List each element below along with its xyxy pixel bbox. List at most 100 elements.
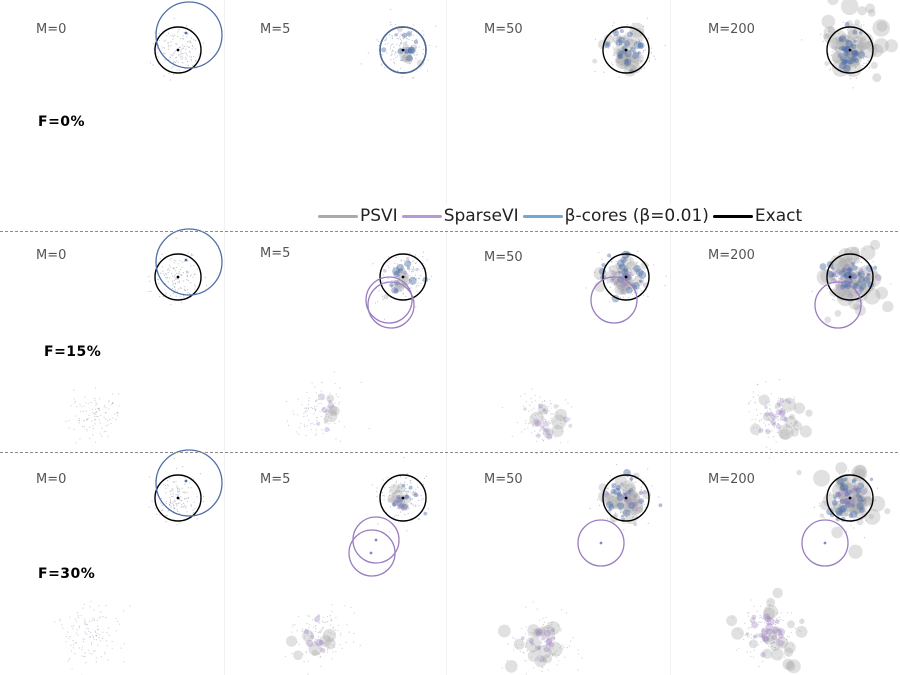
coreset-point [624, 261, 639, 275]
coreset-point [822, 33, 829, 40]
data-point [98, 398, 101, 400]
coreset-point [841, 57, 853, 70]
data-point [827, 287, 829, 290]
data-point [170, 490, 172, 492]
data-point [608, 269, 610, 271]
coreset-point [636, 268, 644, 277]
data-point [388, 261, 390, 263]
data-point [175, 57, 177, 59]
coreset-point [851, 55, 857, 62]
coreset-point [617, 53, 624, 60]
coreset-point [837, 493, 842, 498]
data-point [780, 612, 782, 614]
data-point [631, 480, 633, 482]
coreset-point [758, 428, 764, 434]
data-point [852, 508, 854, 510]
data-point [187, 64, 189, 66]
coreset-point [775, 423, 782, 430]
coreset-point [857, 496, 864, 503]
data-point [627, 262, 629, 265]
data-point [73, 643, 75, 646]
coreset-point [395, 283, 402, 289]
data-point [83, 638, 85, 640]
exact-posterior-ellipse [826, 253, 874, 301]
coreset-point [615, 501, 621, 507]
data-point [858, 286, 860, 288]
data-point [350, 606, 352, 609]
data-point [845, 494, 847, 496]
m-label: M=200 [708, 22, 755, 37]
data-point [77, 634, 79, 636]
data-point [759, 420, 761, 422]
data-point [395, 514, 397, 516]
data-point [665, 275, 667, 277]
data-point [844, 56, 846, 59]
data-point [567, 402, 569, 404]
posterior-mean-marker [624, 275, 628, 279]
data-point [405, 508, 407, 511]
data-point [859, 40, 861, 42]
data-point [419, 67, 422, 69]
data-point [175, 468, 178, 470]
data-point [621, 64, 623, 66]
data-point [107, 419, 109, 422]
data-point [308, 627, 310, 629]
data-point [376, 487, 378, 489]
coreset-point [617, 491, 623, 497]
f-label: F=0% [38, 114, 86, 130]
data-point [404, 493, 406, 495]
data-point [390, 44, 392, 46]
coreset-point [842, 50, 851, 59]
data-point [845, 42, 847, 44]
data-point [855, 507, 857, 510]
data-point [315, 627, 317, 630]
data-point [341, 647, 343, 649]
data-point [59, 618, 61, 620]
data-point [395, 480, 398, 482]
data-point [166, 34, 168, 37]
data-point [531, 388, 533, 390]
data-point [181, 57, 184, 59]
coreset-point [852, 36, 864, 48]
data-point [159, 258, 161, 260]
data-point [319, 410, 321, 412]
data-point [105, 411, 107, 414]
data-point [619, 512, 622, 514]
data-point [650, 52, 653, 54]
data-point [541, 667, 544, 669]
data-point [864, 280, 866, 282]
coreset-point [324, 427, 330, 433]
coreset-point [771, 634, 778, 641]
coreset-point [838, 37, 843, 42]
posterior-mean-marker [848, 48, 852, 52]
data-point [842, 278, 845, 280]
data-point [627, 495, 630, 497]
data-point [855, 77, 857, 79]
data-point [550, 417, 552, 420]
data-point [94, 418, 97, 421]
coreset-point [839, 494, 846, 501]
data-point [411, 30, 413, 33]
data-point [856, 490, 859, 492]
data-point [170, 295, 172, 297]
data-point [95, 387, 97, 389]
data-point [395, 492, 397, 494]
m-label: M=5 [260, 246, 291, 261]
data-point [400, 289, 402, 292]
coreset-point [389, 484, 400, 495]
data-point [390, 285, 392, 287]
data-point [855, 53, 857, 55]
data-point [285, 400, 288, 402]
data-point [413, 492, 415, 494]
data-point [596, 499, 598, 501]
coreset-point [794, 419, 799, 424]
data-point [93, 650, 95, 653]
data-point [389, 494, 391, 497]
data-point [395, 52, 397, 54]
data-point [616, 481, 618, 484]
data-point [853, 495, 856, 497]
data-point [634, 43, 636, 45]
coreset-point [836, 289, 854, 307]
data-point [89, 426, 91, 428]
data-point [303, 660, 305, 663]
